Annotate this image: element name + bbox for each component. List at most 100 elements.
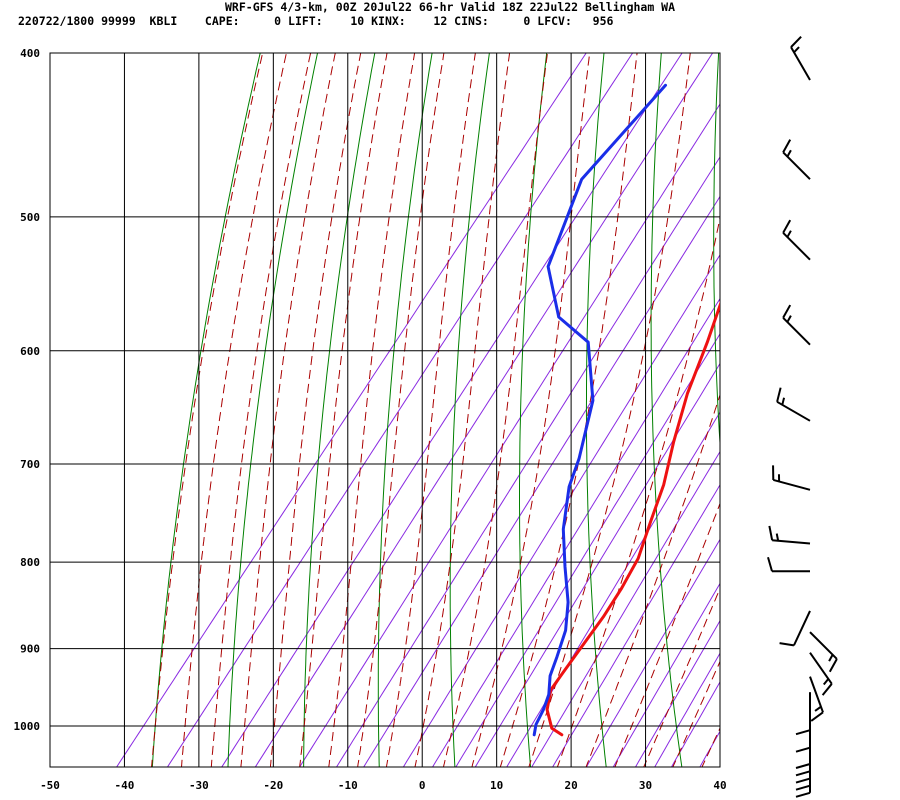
x-tick-label: 10 (490, 779, 503, 792)
y-tick-label: 900 (20, 643, 40, 656)
dry-adiabat-line (303, 53, 376, 767)
y-tick-label: 400 (20, 47, 40, 60)
mixing-ratio-line (299, 103, 720, 767)
wind-barb (809, 676, 824, 722)
wind-barb-flag (793, 46, 800, 54)
wind-barb-flag (768, 525, 774, 541)
wind-barb-flag (810, 711, 824, 722)
mixing-ratio-line (335, 156, 720, 767)
wind-barb-shaft (773, 479, 811, 491)
x-tick-label: 0 (419, 779, 426, 792)
mixing-ratio-line (254, 53, 714, 767)
wind-barb-shaft (772, 539, 811, 545)
wind-barb-shaft (793, 610, 811, 646)
wind-barb-flag (795, 763, 811, 769)
wind-barb-shaft (809, 676, 824, 713)
x-tick-label: -20 (263, 779, 283, 792)
wind-barb (795, 692, 811, 736)
moist-adiabat-line (180, 53, 287, 767)
mixing-ratio-line (402, 253, 720, 767)
dry-adiabat-line (774, 15, 833, 769)
dry-adiabat-line (650, 53, 683, 767)
wind-barb-flag (814, 705, 822, 712)
wind-barb-flag (786, 315, 792, 323)
mixing-ratio-line (585, 538, 720, 767)
moist-adiabat-line (528, 53, 691, 767)
mixing-ratio-line (531, 450, 720, 767)
wind-barb-flag (821, 683, 833, 696)
wind-barb (779, 610, 811, 647)
mixing-ratio-line (116, 53, 587, 767)
x-tick-label: 20 (564, 779, 577, 792)
y-tick-label: 600 (20, 345, 40, 358)
mixing-ratio-line (742, 15, 900, 769)
wind-barb (782, 139, 811, 180)
mixing-ratio-line (552, 483, 720, 767)
mixing-ratio-line (431, 297, 720, 767)
y-tick-label: 1000 (14, 720, 41, 733)
thermo-background (116, 15, 900, 769)
mixing-ratio-line (221, 53, 683, 767)
wind-barb-shaft (809, 652, 833, 685)
wind-barb (809, 652, 833, 696)
wind-barb-shaft (782, 151, 811, 180)
grid-lines (49, 52, 721, 768)
mixing-ratio-line (634, 619, 720, 767)
wind-barb-flag (779, 642, 795, 647)
wind-barb-flag (786, 230, 792, 238)
wind-barb (768, 525, 811, 545)
wind-barb-flag (781, 397, 786, 406)
moist-adiabat-line (672, 660, 720, 767)
mixing-ratio-line (654, 652, 720, 767)
mixing-ratio-line (166, 53, 634, 767)
wind-barb-flag (775, 533, 780, 541)
moist-adiabat-line (614, 502, 720, 767)
plot-border (49, 52, 721, 768)
moist-adiabat-line (414, 53, 511, 767)
moist-adiabat-line (731, 15, 900, 769)
x-tick-label: -30 (189, 779, 209, 792)
wind-barb-flag (795, 770, 811, 777)
wind-barb-flag (795, 746, 811, 753)
wind-barb-shaft (776, 400, 811, 422)
x-tick-label: -50 (40, 779, 60, 792)
moist-adiabat-line (643, 587, 720, 767)
stability-indices: 220722/1800 99999 KBLI CAPE: 0 LIFT: 10 … (18, 14, 614, 28)
dry-adiabat-line (227, 53, 319, 767)
moist-adiabat-line (499, 53, 638, 767)
wind-barb-flag (782, 304, 792, 319)
mixing-ratio-line (363, 195, 720, 767)
moist-adiabat-line (701, 726, 720, 767)
wind-barb-shaft (782, 317, 811, 346)
wind-barb (809, 631, 838, 673)
profile-series (532, 83, 720, 737)
wind-barb (795, 733, 811, 777)
y-tick-label: 800 (20, 556, 40, 569)
chart-title: WRF-GFS 4/3-km, 00Z 20Jul22 66-hr Valid … (225, 0, 676, 14)
wind-barb-flag (782, 139, 792, 153)
x-tick-label: -10 (338, 779, 358, 792)
wind-barb (790, 35, 811, 81)
moist-adiabat-line (151, 53, 264, 767)
moist-adiabat-line (299, 53, 388, 767)
dry-adiabat-line (151, 53, 261, 767)
wind-barb-shaft (790, 46, 811, 81)
x-tick-label: 40 (713, 779, 726, 792)
wind-barb-flag (782, 219, 792, 234)
y-tick-label: 700 (20, 458, 40, 471)
wind-barb-flag (822, 678, 830, 686)
wind-barbs (767, 35, 838, 798)
wind-barb (795, 740, 811, 784)
wind-barb (767, 556, 810, 573)
wind-barb-flag (828, 658, 838, 673)
dry-adiabat-line (519, 53, 548, 767)
moist-adiabat-line (585, 393, 720, 767)
wind-barb-flag (767, 556, 773, 572)
dry-adiabat-line (585, 53, 607, 767)
y-tick-label: 500 (20, 211, 40, 224)
moist-adiabat-line (556, 215, 720, 767)
dry-adiabat-line (833, 15, 900, 769)
wind-barb (772, 465, 811, 491)
moist-adiabat-line (357, 53, 445, 767)
